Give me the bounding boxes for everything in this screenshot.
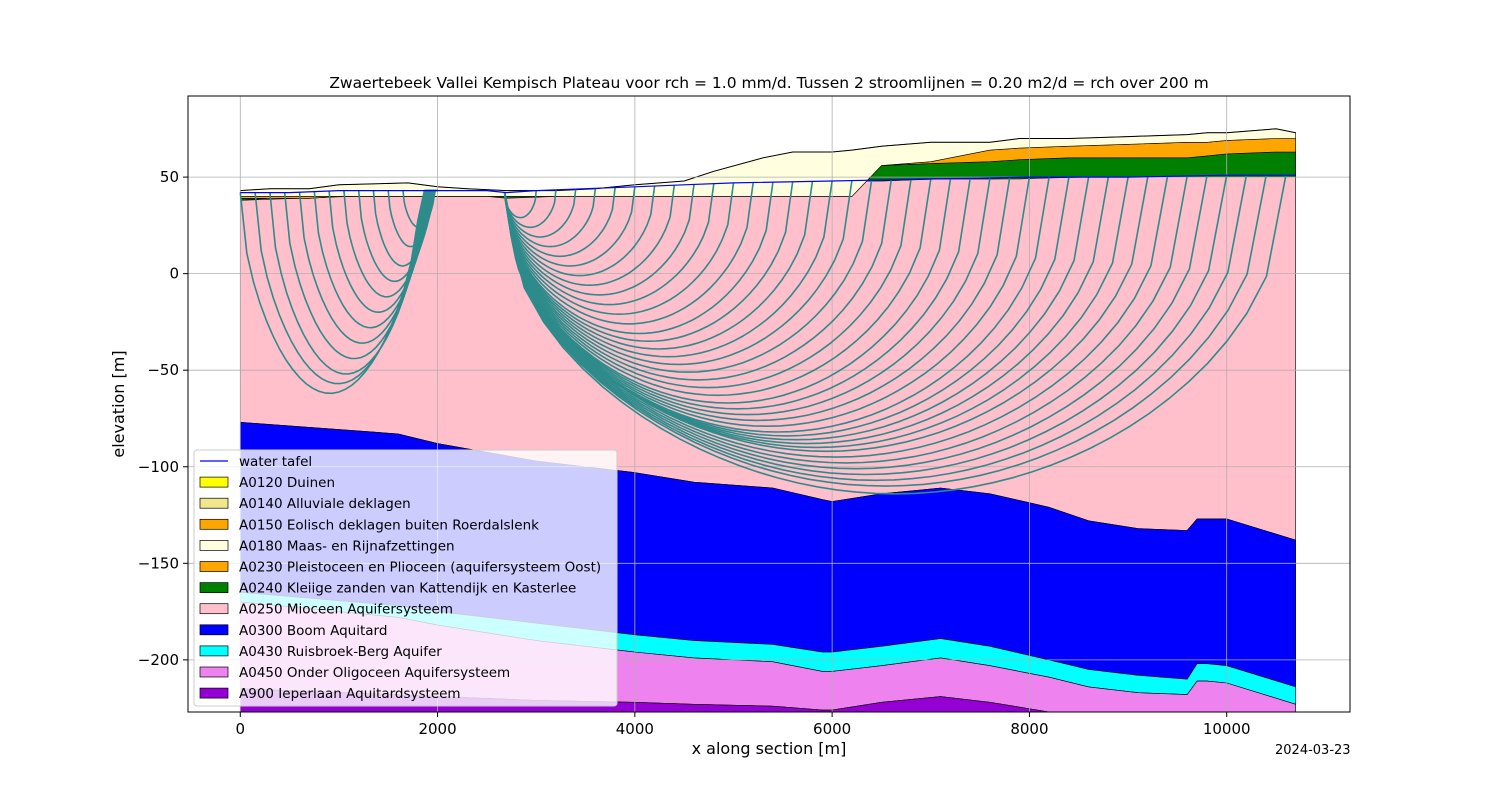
legend-item: A0250 Mioceen Aquifersysteem xyxy=(199,602,453,618)
plot-frame xyxy=(187,95,1351,713)
legend-item: A0140 Alluviale deklagen xyxy=(199,496,411,512)
y-axis-label: elevation [m] xyxy=(109,350,128,457)
legend-label: A0240 Kleiige zanden van Kattendijk en K… xyxy=(239,581,576,597)
y-tick-label: 50 xyxy=(160,168,179,186)
legend-swatch xyxy=(199,687,229,699)
legend-label: A0120 Duinen xyxy=(239,475,335,491)
legend: water tafel A0120 Duinen A0140 Alluviale d… xyxy=(193,449,618,707)
y-tick-label: 0 xyxy=(169,265,179,283)
legend-item: A0300 Boom Aquitard xyxy=(199,623,387,639)
x-tick-label: 6000 xyxy=(813,720,851,738)
streamline xyxy=(503,179,893,381)
y-tick-label: −50 xyxy=(147,361,179,379)
streamline xyxy=(503,180,873,373)
legend-swatch xyxy=(199,540,229,551)
legend-item: A900 Ieperlaan Aquitardsysteem xyxy=(199,686,461,702)
legend-swatch xyxy=(199,582,229,593)
x-tick-label: 2000 xyxy=(418,720,456,738)
x-ticks: 0 2000 4000 6000 8000 10000 xyxy=(236,712,1251,738)
streamline xyxy=(503,185,656,277)
legend-swatch xyxy=(199,666,229,678)
legend-swatch xyxy=(199,624,229,636)
streamline xyxy=(503,175,1287,495)
water-table-group xyxy=(240,174,1296,194)
legend-item: A0120 Duinen xyxy=(199,475,335,491)
streamline xyxy=(503,180,833,358)
streamline xyxy=(503,186,636,267)
legend-item: A0450 Onder Oligoceen Aquifersysteem xyxy=(199,665,510,681)
legend-label: A900 Ieperlaan Aquitardsysteem xyxy=(239,686,461,702)
streamline xyxy=(503,175,1228,476)
streamline xyxy=(503,178,971,410)
legend-label: A0450 Onder Oligoceen Aquifersysteem xyxy=(239,665,510,681)
streamline xyxy=(503,175,1248,482)
legend-box xyxy=(193,449,618,707)
legend-label: A0250 Mioceen Aquifersysteem xyxy=(239,602,453,618)
streamline xyxy=(503,181,774,335)
streamlines xyxy=(239,175,1287,495)
x-tick-label: 10000 xyxy=(1203,720,1251,738)
streamline xyxy=(503,189,577,238)
x-tick-label: 8000 xyxy=(1010,720,1048,738)
streamline xyxy=(503,179,912,389)
streamline xyxy=(402,189,438,229)
streamline xyxy=(503,187,616,258)
y-tick-label: −200 xyxy=(138,651,179,669)
streamline xyxy=(503,180,853,366)
streamline xyxy=(503,181,814,350)
streamline xyxy=(503,182,735,316)
streamline xyxy=(503,176,1169,458)
streamline xyxy=(503,177,1011,422)
legend-swatch xyxy=(199,476,229,488)
streamline xyxy=(503,181,794,343)
legend-swatch xyxy=(199,518,229,530)
x-tick-label: 4000 xyxy=(616,720,654,738)
legend-item: A0150 Eolisch deklagen buiten Roerdalsle… xyxy=(199,517,539,533)
legend-label: A0140 Alluviale deklagen xyxy=(239,496,411,512)
date-stamp: 2024-03-23 xyxy=(1275,743,1351,758)
legend-item: A0230 Pleistoceen en Plioceen (aquifersy… xyxy=(199,560,601,576)
streamline xyxy=(503,177,991,416)
streamline xyxy=(503,175,1188,464)
legend-swatch xyxy=(199,497,229,509)
y-ticks: 50 0 −50 −100 −150 −200 xyxy=(138,168,188,669)
legend-item: A0180 Maas- en Rijnafzettingen xyxy=(199,538,455,554)
y-tick-label: −150 xyxy=(138,554,179,572)
streamline xyxy=(503,175,1208,470)
legend-label: A0180 Maas- en Rijnafzettingen xyxy=(239,538,455,554)
streamline xyxy=(503,175,1267,487)
streamline xyxy=(503,176,1031,428)
legend-label: A0150 Eolisch deklagen buiten Roerdalsle… xyxy=(239,517,539,533)
chart-title: Zwaertebeek Vallei Kempisch Plateau voor… xyxy=(329,74,1208,92)
legend-swatch xyxy=(199,603,229,615)
streamline xyxy=(503,184,695,296)
streamline xyxy=(503,176,1149,453)
streamline xyxy=(503,185,676,287)
streamline xyxy=(503,189,557,229)
streamline xyxy=(503,183,715,306)
legend-swatch xyxy=(199,561,229,572)
streamline xyxy=(503,190,537,219)
streamline xyxy=(503,178,952,404)
legend-label: A0430 Ruisbroek-Berg Aquifer xyxy=(239,644,442,660)
legend-label: A0300 Boom Aquitard xyxy=(239,623,387,639)
legend-item: A0430 Ruisbroek-Berg Aquifer xyxy=(199,644,442,660)
legend-item: A0240 Kleiige zanden van Kattendijk en K… xyxy=(199,581,576,597)
streamline xyxy=(503,188,597,248)
ground-surface-line xyxy=(240,128,1296,192)
legend-swatch xyxy=(199,645,229,657)
x-axis-label: x along section [m] xyxy=(692,739,847,758)
y-tick-label: −100 xyxy=(138,458,179,476)
streamline xyxy=(503,178,932,397)
legend-item: water tafel xyxy=(200,454,312,470)
streamline xyxy=(503,182,754,325)
legend-label: A0230 Pleistoceen en Plioceen (aquifersy… xyxy=(239,560,601,576)
x-tick-label: 0 xyxy=(236,720,246,738)
legend-label: water tafel xyxy=(239,454,312,470)
water-table-line xyxy=(240,174,1296,194)
